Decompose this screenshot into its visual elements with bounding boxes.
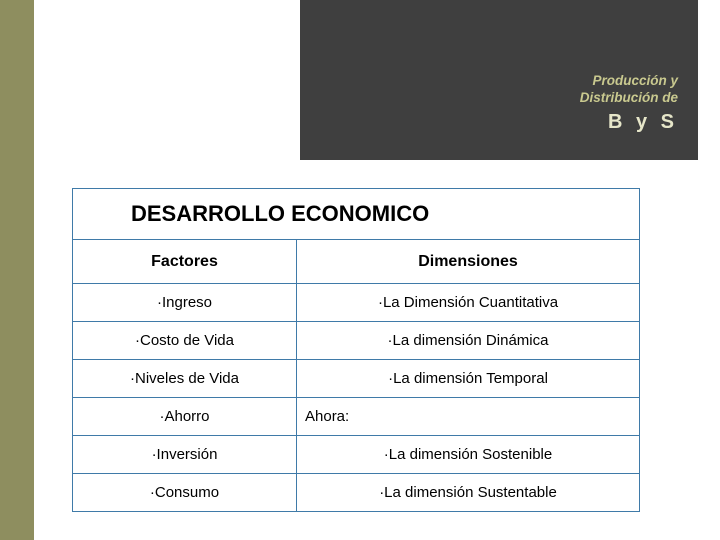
dimension-cell: ·La dimensión Sostenible (297, 436, 640, 474)
table-row: ·Inversión·La dimensión Sostenible (72, 436, 640, 474)
olive-sidebar (0, 0, 34, 540)
factor-cell: ·Costo de Vida (72, 322, 297, 360)
header-block: Producción y Distribución de B y S (300, 0, 698, 160)
header-line-1: Producción y (592, 72, 678, 90)
table-row: ·Niveles de Vida·La dimensión Temporal (72, 360, 640, 398)
factor-cell: ·Ahorro (72, 398, 297, 436)
table-header-row: Factores Dimensiones (72, 240, 640, 284)
table-row: ·Ingreso·La Dimensión Cuantitativa (72, 284, 640, 322)
dimension-cell: ·La dimensión Sustentable (297, 474, 640, 512)
dimension-cell: ·La dimensión Temporal (297, 360, 640, 398)
dimension-cell: Ahora: (297, 398, 640, 436)
header-bys: B y S (608, 111, 678, 134)
factor-cell: ·Consumo (72, 474, 297, 512)
table-title: DESARROLLO ECONOMICO (131, 201, 429, 227)
dimension-cell: ·La dimensión Dinámica (297, 322, 640, 360)
table-body: ·Ingreso·La Dimensión Cuantitativa·Costo… (72, 284, 640, 512)
dimension-cell: ·La Dimensión Cuantitativa (297, 284, 640, 322)
economics-table: DESARROLLO ECONOMICO Factores Dimensione… (72, 188, 640, 512)
table-title-row: DESARROLLO ECONOMICO (72, 188, 640, 240)
table-row: ·Costo de Vida·La dimensión Dinámica (72, 322, 640, 360)
table-row: ·Consumo·La dimensión Sustentable (72, 474, 640, 512)
factor-cell: ·Niveles de Vida (72, 360, 297, 398)
col-header-factores: Factores (72, 240, 297, 284)
table-row: ·AhorroAhora: (72, 398, 640, 436)
factor-cell: ·Inversión (72, 436, 297, 474)
col-header-dimensiones: Dimensiones (297, 240, 640, 284)
header-line-2: Distribución de (580, 89, 678, 107)
factor-cell: ·Ingreso (72, 284, 297, 322)
